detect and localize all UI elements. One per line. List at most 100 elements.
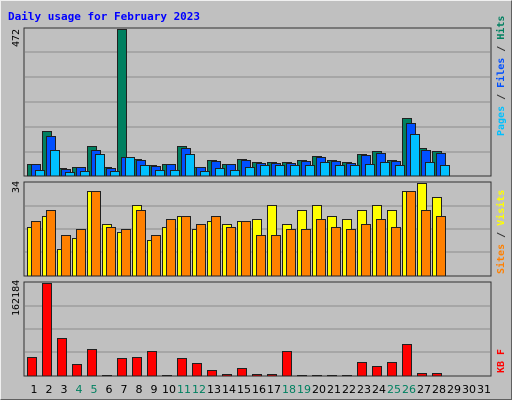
kb-bar-kb-f — [72, 364, 82, 377]
visits-bar-sites — [121, 229, 131, 277]
kb-bar-kb-f — [117, 358, 127, 377]
hits-bar-pages — [380, 162, 390, 177]
day-label: 10 — [162, 383, 176, 396]
hits-bar-pages — [350, 165, 360, 177]
visits-scale-label: 34 — [11, 181, 22, 193]
hits-bar-hits — [117, 29, 127, 177]
visits-bar-sites — [76, 229, 86, 277]
kb-bar-kb-f — [432, 373, 442, 377]
visits-axis-label: Sites / Visits — [495, 190, 507, 274]
hits-bar-pages — [215, 168, 225, 177]
day-label: 5 — [91, 383, 98, 396]
visits-bar-sites — [331, 227, 341, 277]
hits-bar-pages — [200, 171, 210, 177]
kb-bar-kb-f — [87, 349, 97, 377]
kb-bar-kb-f — [177, 358, 187, 377]
hits-axis-label-part: / — [496, 40, 507, 58]
bars — [27, 29, 450, 377]
visits-bar-sites — [61, 235, 71, 277]
day-label: 24 — [372, 383, 386, 396]
visits-bar-sites — [271, 235, 281, 277]
visits-bar-sites — [241, 221, 251, 277]
day-label: 18 — [282, 383, 296, 396]
day-label: 28 — [432, 383, 446, 396]
day-label: 26 — [402, 383, 416, 396]
kb-bar-kb-f — [192, 363, 202, 377]
kb-bar-kb-f — [207, 370, 217, 377]
hits-bar-pages — [80, 171, 90, 177]
day-label: 3 — [61, 383, 68, 396]
hits-bar-pages — [245, 167, 255, 177]
kb-bar-kb-f — [42, 283, 52, 377]
visits-axis-label-part: / — [496, 226, 507, 244]
day-label: 25 — [387, 383, 401, 396]
hits-bar-pages — [395, 165, 405, 177]
chart-title: Daily usage for February 2023 — [8, 10, 200, 23]
visits-bar-sites — [406, 191, 416, 277]
hits-bar-pages — [125, 157, 135, 177]
hits-bar-pages — [65, 172, 75, 177]
day-label: 20 — [312, 383, 326, 396]
hits-bar-pages — [275, 165, 285, 177]
kb-bar-kb-f — [222, 374, 232, 377]
visits-bar-sites — [106, 227, 116, 277]
visits-bar-sites — [346, 229, 356, 277]
day-label: 22 — [342, 383, 356, 396]
kb-bar-kb-f — [132, 357, 142, 377]
kb-bar-kb-f — [102, 375, 112, 377]
visits-bar-sites — [181, 216, 191, 277]
kb-bar-kb-f — [387, 362, 397, 377]
kb-bar-kb-f — [402, 344, 412, 377]
day-label: 14 — [222, 383, 236, 396]
kb-bar-kb-f — [282, 351, 292, 377]
day-labels: 1 2 3 4 5 6 7 8 9 10 11 12 13 14 15 16 17 18 19 20 21 22 23 24 2… — [31, 383, 492, 396]
visits-bar-sites — [211, 216, 221, 277]
day-label: 27 — [417, 383, 431, 396]
day-label: 2 — [46, 383, 53, 396]
kb-bar-kb-f — [237, 368, 247, 377]
hits-bar-pages — [110, 171, 120, 177]
kb-bar-kb-f — [342, 375, 352, 377]
visits-axis-label-part: Sites — [495, 244, 507, 274]
kb-bar-kb-f — [312, 375, 322, 377]
kb-axis-label-part: KB F — [496, 349, 507, 373]
hits-axis-label-part: Pages — [496, 106, 507, 136]
kb-bar-kb-f — [357, 362, 367, 377]
visits-bar-sites — [31, 221, 41, 277]
hits-bar-pages — [305, 165, 315, 177]
hits-bar-pages — [365, 164, 375, 177]
day-label: 8 — [136, 383, 143, 396]
hits-bar-pages — [95, 154, 105, 177]
hits-bar-pages — [440, 165, 450, 177]
hits-axis-label-part: Files — [495, 58, 507, 88]
visits-bar-sites — [376, 219, 386, 277]
hits-bar-pages — [140, 165, 150, 177]
visits-bar-sites — [301, 229, 311, 277]
day-label: 31 — [477, 383, 491, 396]
kb-bar-kb-f — [147, 351, 157, 377]
visits-bar-sites — [151, 235, 161, 277]
visits-bar-sites — [316, 219, 326, 277]
kb-bar-kb-f — [372, 366, 382, 377]
kb-bar-kb-f — [27, 357, 37, 377]
kb-bar-kb-f — [327, 375, 337, 377]
hits-scale-label: 472 — [11, 29, 22, 47]
visits-axis-label-part: Visits — [495, 190, 507, 226]
visits-bar-sites — [361, 224, 371, 277]
hits-bar-pages — [155, 170, 165, 177]
day-label: 30 — [462, 383, 476, 396]
hits-bar-pages — [410, 134, 420, 177]
kb-bar-kb-f — [297, 375, 307, 377]
visits-bar-sites — [436, 216, 446, 277]
gridlines — [25, 51, 490, 353]
hits-axis-label-part: Hits — [495, 16, 507, 40]
hits-bar-pages — [230, 170, 240, 177]
day-label: 11 — [177, 383, 191, 396]
hits-bar-pages — [320, 162, 330, 177]
hits-bar-pages — [50, 150, 60, 177]
day-label: 16 — [252, 383, 266, 396]
hits-bar-pages — [170, 170, 180, 177]
hits-axis-label-part: / — [496, 88, 507, 106]
visits-bar-sites — [391, 227, 401, 277]
